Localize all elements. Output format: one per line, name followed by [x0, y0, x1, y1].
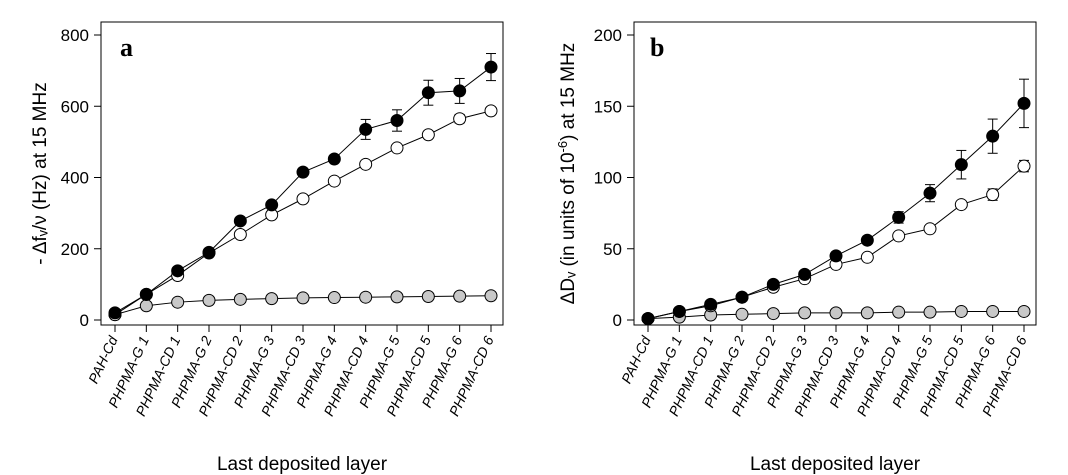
series-1-point: [390, 114, 404, 127]
series-3-point: [923, 305, 937, 319]
series-1-point: [139, 287, 153, 301]
series-3-point: [139, 299, 153, 313]
series-1-point: [923, 186, 937, 200]
series-3-point: [327, 291, 341, 305]
series-2-point: [421, 128, 435, 142]
x-tick-label: PAH-Cd: [618, 332, 654, 385]
plot-frame: [633, 21, 1037, 326]
series-2-point: [892, 229, 906, 243]
series-3-point: [421, 289, 435, 303]
series-2-point: [296, 192, 310, 206]
panel-letter: b: [650, 33, 664, 62]
series-3-point: [1017, 304, 1031, 318]
x-tick-label: PAH-Cd: [85, 332, 121, 385]
series-2-point: [954, 198, 968, 212]
series-1-point: [641, 312, 655, 326]
y-tick-label: 200: [61, 240, 89, 259]
y-tick-label: 600: [61, 97, 89, 116]
series-3-point: [484, 289, 498, 303]
y-axis-title: ΔDᵥ (in units of 10-6) at 15 MHz: [555, 43, 580, 305]
series-1-point: [766, 277, 780, 291]
series-1-point: [359, 122, 373, 136]
panel-letter: a: [120, 33, 133, 62]
series-1-point: [892, 210, 906, 224]
series-2-line: [647, 165, 1025, 320]
y-tick-label: 200: [594, 26, 622, 45]
y-tick-label: 150: [594, 97, 622, 116]
y-tick-label: 0: [80, 311, 89, 330]
y-tick-label: 100: [594, 169, 622, 188]
plot-frame: [100, 21, 504, 326]
series-2-point: [923, 222, 937, 236]
series-3-point: [954, 304, 968, 318]
series-3-point: [766, 307, 780, 321]
y-tick-label: 50: [603, 240, 622, 259]
series-1-point: [735, 290, 749, 304]
series-2-point: [1017, 159, 1031, 173]
series-1-point: [108, 306, 122, 320]
series-3-point: [202, 293, 216, 307]
series-2-line: [114, 110, 492, 316]
series-3-point: [860, 306, 874, 320]
series-2-point: [453, 112, 467, 126]
series-2-point: [986, 188, 1000, 202]
series-1-point: [860, 233, 874, 247]
series-2-point: [860, 250, 874, 264]
series-1-point: [798, 267, 812, 281]
series-3-point: [798, 306, 812, 320]
series-1-point: [484, 60, 498, 74]
series-1-point: [829, 249, 843, 263]
series-1-point: [296, 165, 310, 179]
series-1-point: [704, 297, 718, 311]
series-3-point: [390, 290, 404, 304]
series-3-point: [892, 305, 906, 319]
series-1-point: [327, 152, 341, 166]
series-3-point: [986, 304, 1000, 318]
series-3-point: [829, 306, 843, 320]
series-3-point: [735, 307, 749, 321]
y-tick-label: 800: [61, 26, 89, 45]
series-1-point: [233, 214, 247, 228]
series-1-point: [202, 245, 216, 259]
y-tick-label: 400: [61, 169, 89, 188]
series-1-point: [986, 129, 1000, 143]
series-3-point: [359, 290, 373, 304]
series-1-point: [171, 264, 185, 278]
series-2-point: [484, 104, 498, 118]
x-axis-title: Last deposited layer: [750, 454, 921, 475]
series-2-point: [327, 174, 341, 188]
series-1-point: [1017, 96, 1031, 110]
series-1-line: [647, 103, 1025, 320]
series-3-point: [296, 291, 310, 305]
series-1-point: [421, 86, 435, 100]
series-1-point: [265, 198, 279, 212]
series-3-point: [233, 292, 247, 306]
y-axis-title: - Δfᵥ/ν (Hz) at 15 MHz: [30, 82, 51, 264]
series-1-point: [672, 304, 686, 318]
x-axis-title: Last deposited layer: [217, 454, 388, 475]
series-3-point: [265, 292, 279, 306]
series-3-point: [171, 295, 185, 309]
y-tick-label: 0: [613, 311, 622, 330]
series-2-point: [390, 141, 404, 155]
series-1-point: [954, 158, 968, 172]
series-2-point: [233, 228, 247, 241]
series-2-point: [359, 157, 373, 171]
series-1-point: [453, 84, 467, 98]
series-3-point: [453, 289, 467, 303]
